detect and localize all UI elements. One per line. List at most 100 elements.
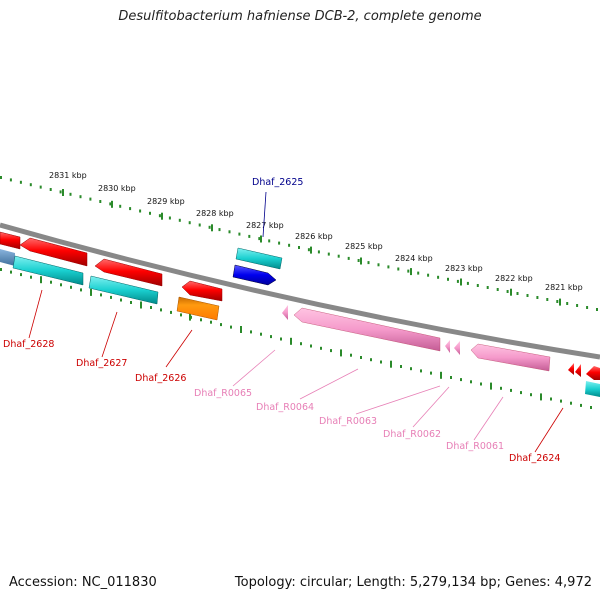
genome-backbone	[0, 222, 600, 360]
ruler-dot	[570, 401, 572, 405]
rna-arrow-r0062[interactable]	[454, 341, 460, 355]
ruler-dot	[400, 365, 402, 368]
gene-label-dhaf-2625[interactable]: Dhaf_2625	[252, 177, 303, 188]
ruler-dot	[470, 380, 472, 384]
ruler-dot	[320, 346, 322, 350]
ruler-dot	[109, 202, 112, 206]
ruler-major-tick	[390, 360, 392, 368]
ruler-major-tick	[240, 326, 242, 333]
ruler-major-tick	[510, 288, 512, 296]
ruler-dot	[466, 281, 469, 285]
inner-kbp-ruler	[0, 268, 592, 409]
ruler-dot	[510, 388, 512, 392]
ruler-dot	[49, 188, 52, 191]
rna-arrow-r0061[interactable]	[470, 343, 551, 372]
ruler-dot	[476, 284, 479, 287]
ruler-dot	[560, 399, 562, 403]
gene-arrow[interactable]	[568, 363, 574, 375]
ruler-major-tick	[490, 382, 492, 390]
ruler-dot	[330, 349, 332, 353]
ruler-dot	[200, 318, 202, 322]
gene-label-dhaf-r0063[interactable]: Dhaf_R0063	[319, 416, 377, 427]
gene-label-dhaf-2626[interactable]: Dhaf_2626	[135, 373, 186, 384]
ruler-dot	[450, 376, 452, 379]
gene-label-dhaf-r0062[interactable]: Dhaf_R0062	[383, 429, 441, 440]
ruler-major-tick	[140, 301, 142, 309]
ruler-dot	[238, 232, 241, 236]
gene-label-dhaf-r0064[interactable]: Dhaf_R0064	[256, 402, 314, 413]
ruler-dot	[60, 283, 62, 287]
rna-arrow-r0065[interactable]	[282, 305, 288, 320]
ruler-dot	[387, 265, 390, 269]
ruler-dot	[208, 225, 211, 229]
ruler-dot	[480, 382, 482, 386]
ruler-dot	[70, 285, 72, 289]
gene-label-dhaf-r0061[interactable]: Dhaf_R0061	[446, 441, 504, 452]
gene-box-orange[interactable]	[176, 296, 220, 321]
ruler-dot	[119, 204, 122, 208]
kbp-label-2827: 2827 kbp	[246, 221, 284, 230]
gene-box[interactable]	[88, 275, 159, 305]
ruler-dot	[556, 300, 559, 303]
gene-arrow[interactable]	[181, 280, 223, 302]
ruler-major-tick	[161, 212, 163, 220]
ruler-dot	[288, 243, 291, 247]
ruler-dot	[596, 308, 598, 311]
gene-arrow[interactable]	[19, 237, 88, 267]
ruler-dot	[496, 288, 499, 291]
gene-box[interactable]	[12, 255, 84, 286]
ruler-dot	[576, 304, 579, 307]
ruler-dot	[417, 271, 420, 275]
gene-arrow[interactable]	[0, 231, 21, 250]
ruler-dot	[100, 293, 102, 297]
ruler-dot	[420, 369, 422, 373]
ruler-dot	[188, 221, 191, 225]
rna-arrow-r0063[interactable]	[445, 340, 450, 353]
ruler-dot	[486, 286, 489, 289]
kbp-label-2830: 2830 kbp	[98, 184, 136, 193]
ruler-dot	[337, 254, 340, 258]
ruler-dot	[248, 234, 251, 238]
ruler-dot	[130, 301, 132, 304]
ruler-dot	[139, 209, 142, 213]
rna-arrow-r0064[interactable]	[293, 307, 441, 352]
ruler-dot	[360, 356, 362, 359]
ruler-dot	[149, 211, 151, 215]
ruler-dot	[0, 268, 2, 271]
ruler-dot	[357, 259, 360, 262]
gene-label-dhaf-2624[interactable]: Dhaf_2624	[509, 453, 560, 464]
forward-strand-features	[0, 231, 600, 380]
ruler-dot	[526, 294, 529, 297]
gene-label-dhaf-2628[interactable]: Dhaf_2628	[3, 339, 54, 350]
gene-box[interactable]	[585, 381, 600, 397]
gene-arrow[interactable]	[575, 364, 581, 377]
ruler-major-tick	[340, 349, 342, 357]
ruler-dot	[437, 275, 440, 279]
ruler-dot	[550, 397, 552, 401]
ruler-dot	[120, 298, 122, 302]
ruler-dot	[300, 342, 302, 346]
ruler-dot	[586, 306, 589, 309]
gene-label-dhaf-2627[interactable]: Dhaf_2627	[76, 358, 127, 369]
ruler-dot	[99, 200, 102, 203]
ruler-dot	[350, 353, 352, 357]
ruler-dot	[427, 273, 430, 277]
ruler-dot	[50, 280, 52, 284]
gene-arrow-dhaf-2625[interactable]	[232, 264, 277, 286]
gene-box[interactable]	[0, 249, 15, 266]
ruler-dot	[268, 239, 271, 243]
ruler-dot	[20, 273, 22, 277]
reverse-strand-features	[0, 247, 600, 397]
ruler-major-tick	[62, 189, 64, 196]
ruler-dot	[39, 185, 42, 189]
gene-arrow[interactable]	[586, 366, 600, 380]
gene-label-dhaf-r0065[interactable]: Dhaf_R0065	[194, 388, 252, 399]
ruler-dot	[520, 391, 522, 395]
gene-box[interactable]	[235, 247, 283, 270]
kbp-label-2828: 2828 kbp	[196, 209, 234, 218]
ruler-dot	[198, 223, 201, 227]
gene-arrow[interactable]	[94, 258, 163, 287]
ruler-dot	[129, 207, 132, 211]
ruler-major-tick	[260, 235, 262, 243]
